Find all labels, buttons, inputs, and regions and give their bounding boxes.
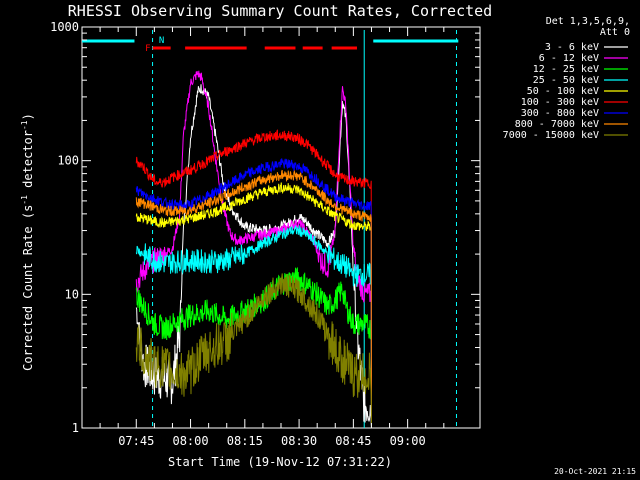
y-axis-label: Corrected Count Rate (s-1 detector-1) (20, 113, 35, 371)
legend-entry-7: 800 - 7000 keV (515, 119, 599, 130)
y-tick-label-2: 100 (57, 154, 79, 168)
legend-entry-5: 100 - 300 keV (521, 97, 599, 108)
flag-label-f: F (145, 44, 150, 54)
series-line-5 (135, 129, 372, 429)
x-tick-label-1: 08:00 (172, 434, 208, 448)
legend-header-1: Att 0 (600, 27, 630, 38)
x-axis-label: Start Time (19-Nov-12 07:31:22) (168, 455, 392, 469)
legend-entry-4: 50 - 100 keV (527, 86, 599, 97)
y-tick-label-0: 1 (72, 421, 79, 435)
legend-header-0: Det 1,3,5,6,9, (546, 16, 630, 27)
flag-label-n: N (159, 36, 164, 46)
series-line-6 (135, 158, 372, 429)
y-tick-label-3: 1000 (50, 20, 79, 34)
x-tick-label-0: 07:45 (118, 434, 154, 448)
legend-entry-1: 6 - 12 keV (539, 53, 599, 64)
axes: 1 10 100 1000 07:45 08:00 08:15 08:30 08:45 09:00 (50, 20, 481, 448)
y-tick-label-1: 10 (65, 287, 79, 301)
x-tick-label-4: 08:45 (335, 434, 371, 448)
series-line-4 (135, 182, 372, 429)
series-group (135, 70, 372, 429)
series-line-7 (135, 169, 372, 429)
series-line-2 (135, 266, 372, 429)
x-tick-label-2: 08:15 (227, 434, 263, 448)
legend-entry-2: 12 - 25 keV (533, 64, 599, 75)
chart-title: RHESSI Observing Summary Count Rates, Co… (68, 2, 492, 20)
series-line-3 (135, 225, 372, 429)
legend-entry-6: 300 - 800 keV (521, 108, 599, 119)
series-line-8 (135, 273, 372, 429)
legend-entry-0: 3 - 6 keV (545, 42, 599, 53)
legend-entry-8: 7000 - 15000 keV (503, 130, 599, 141)
legend-entry-3: 25 - 50 keV (533, 75, 599, 86)
observing-flags: FN (82, 30, 459, 428)
x-tick-label-5: 09:00 (390, 434, 426, 448)
footer-timestamp: 20-Oct-2021 21:15 (554, 467, 636, 476)
x-tick-label-3: 08:30 (281, 434, 317, 448)
series-line-1 (135, 70, 372, 429)
